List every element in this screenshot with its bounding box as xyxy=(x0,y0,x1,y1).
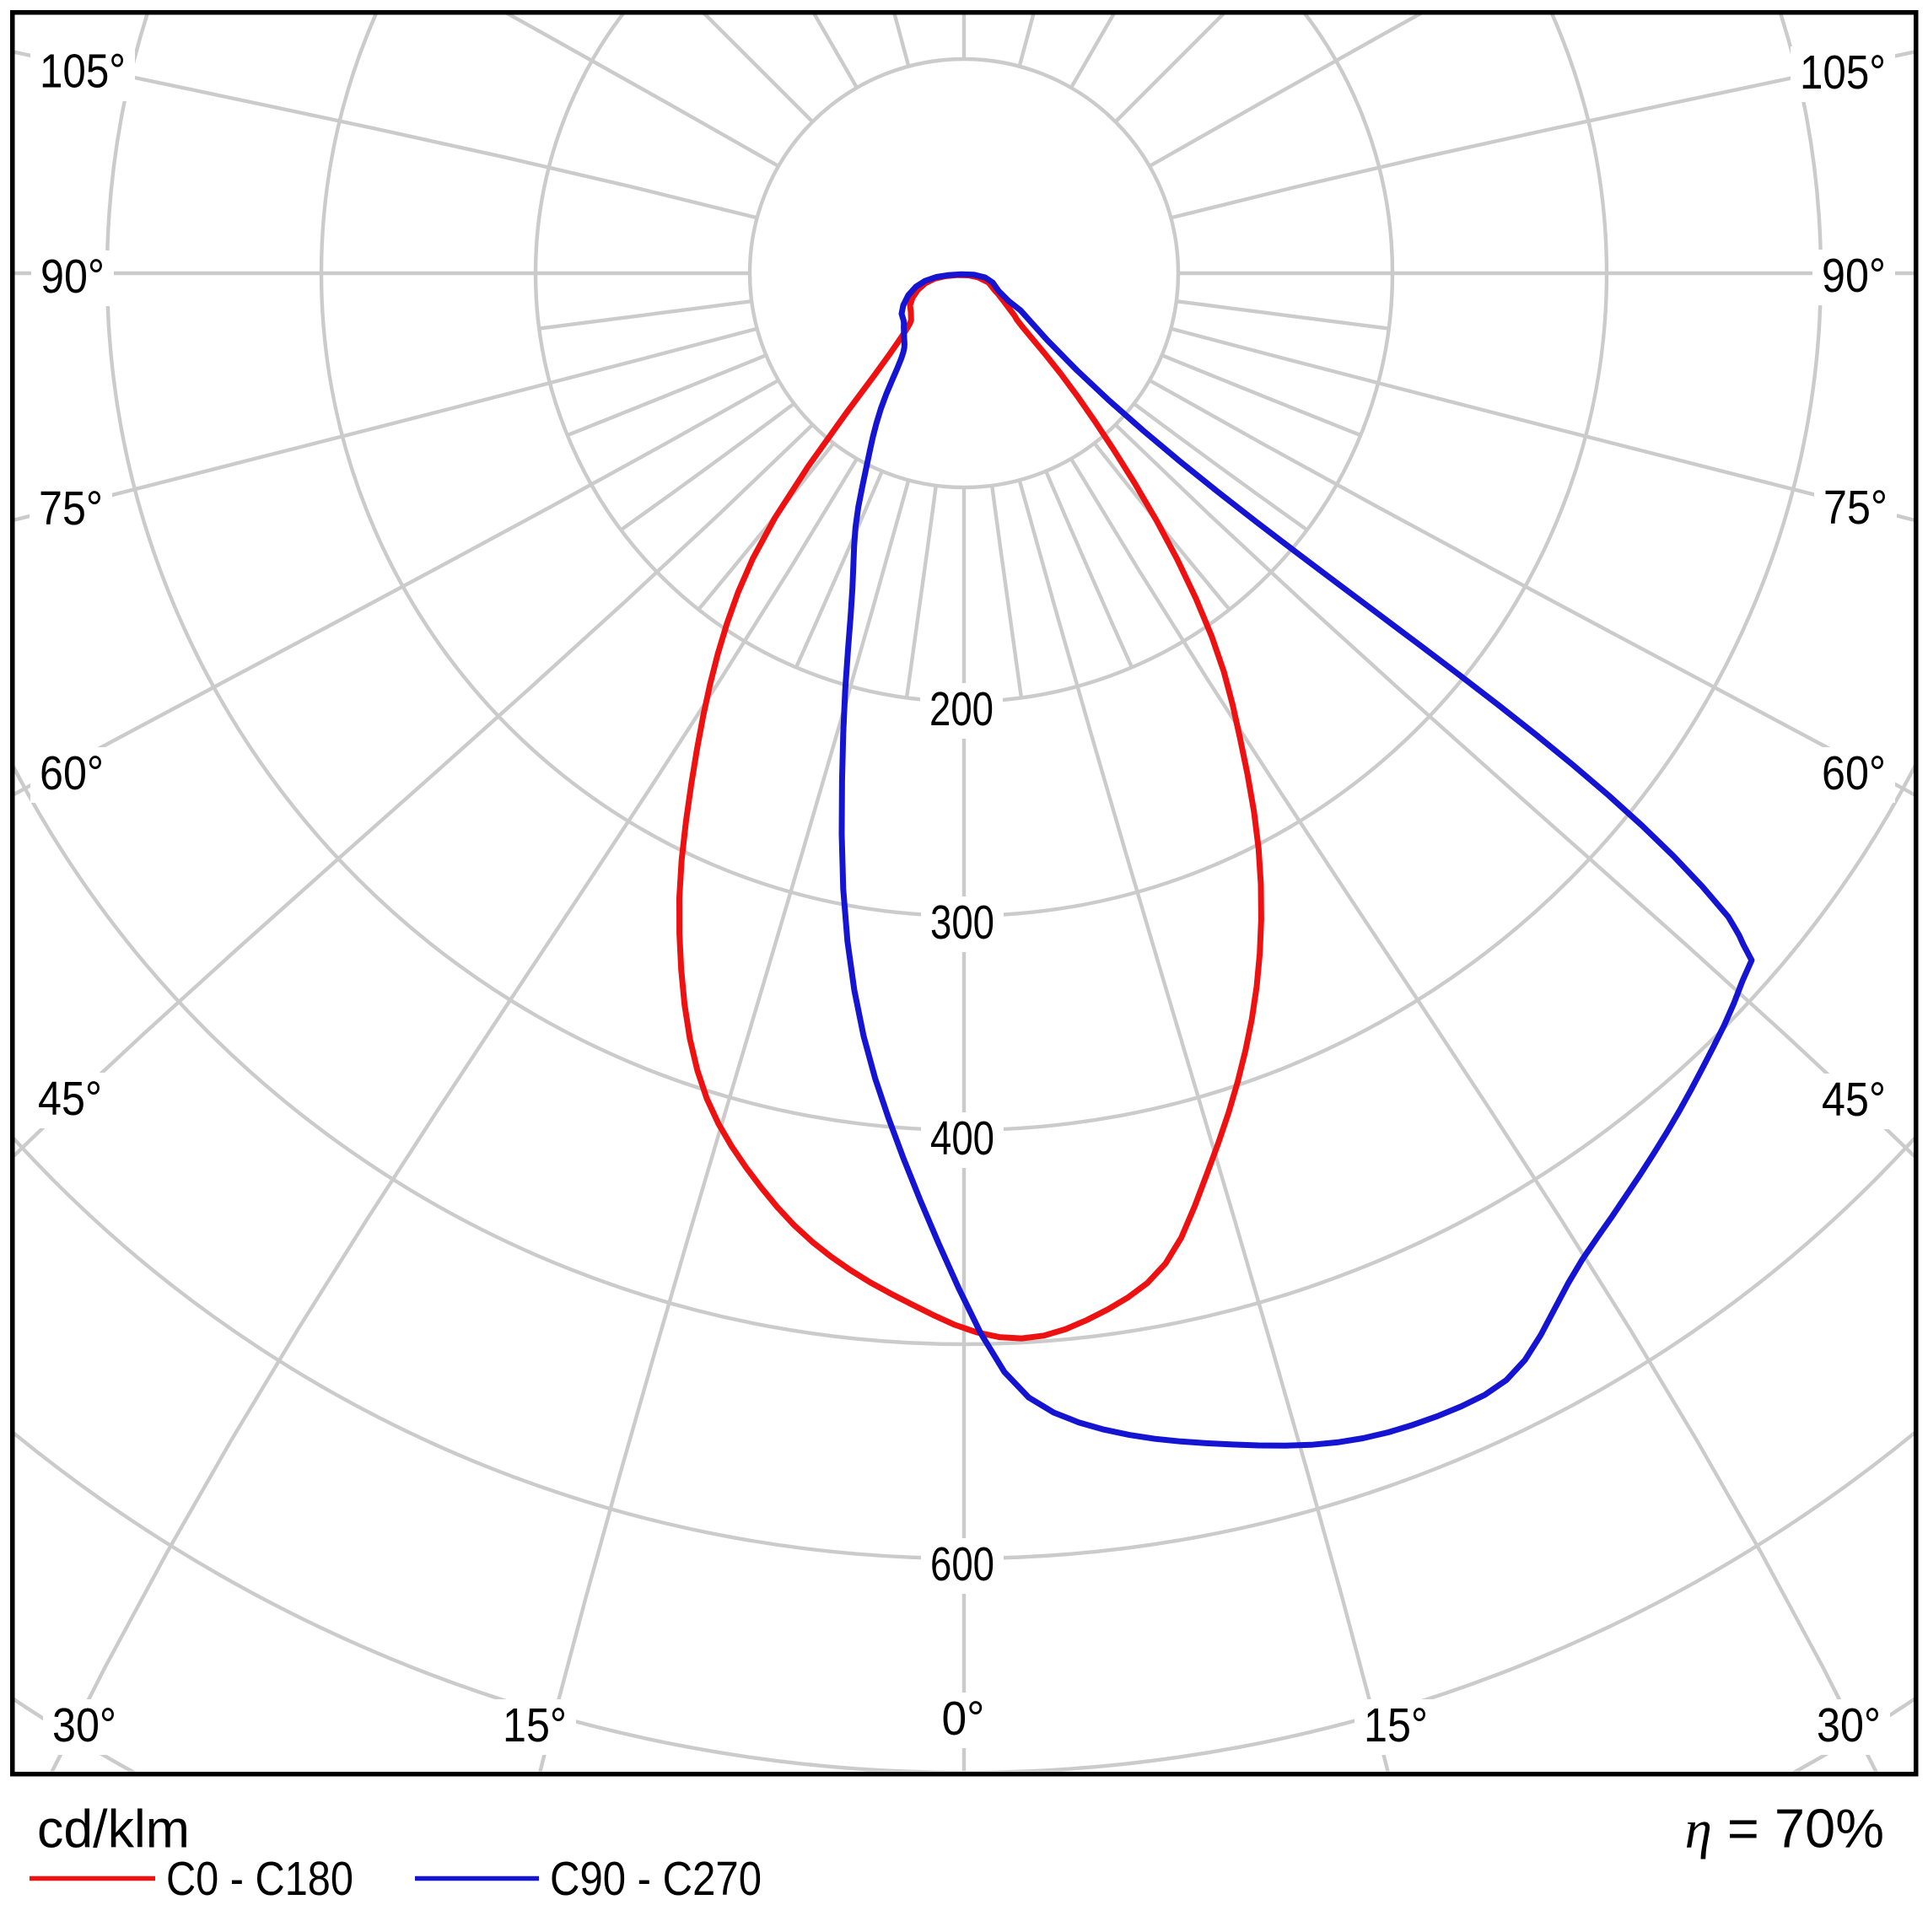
svg-text:0°: 0° xyxy=(942,1692,985,1746)
svg-text:30°: 30° xyxy=(1817,1698,1881,1752)
svg-text:400: 400 xyxy=(930,1111,994,1165)
svg-text:90°: 90° xyxy=(1822,249,1886,303)
svg-text:15°: 15° xyxy=(503,1698,567,1752)
svg-text:60°: 60° xyxy=(40,746,104,800)
svg-text:75°: 75° xyxy=(1823,481,1888,535)
svg-text:105°: 105° xyxy=(1800,46,1886,100)
svg-text:η = 70%: η = 70% xyxy=(1685,1798,1884,1860)
svg-text:30°: 30° xyxy=(52,1698,116,1752)
svg-text:105°: 105° xyxy=(40,44,126,98)
svg-text:15°: 15° xyxy=(1364,1698,1428,1752)
svg-text:75°: 75° xyxy=(39,482,103,535)
svg-text:45°: 45° xyxy=(38,1072,102,1126)
svg-text:60°: 60° xyxy=(1822,746,1886,800)
svg-text:600: 600 xyxy=(930,1537,994,1591)
svg-text:45°: 45° xyxy=(1822,1073,1886,1127)
svg-text:90°: 90° xyxy=(40,250,105,304)
svg-text:C90 - C270: C90 - C270 xyxy=(550,1852,762,1906)
svg-text:300: 300 xyxy=(930,896,994,950)
svg-text:cd/klm: cd/klm xyxy=(37,1800,190,1859)
svg-text:C0 - C180: C0 - C180 xyxy=(166,1852,353,1906)
svg-text:200: 200 xyxy=(929,682,994,736)
